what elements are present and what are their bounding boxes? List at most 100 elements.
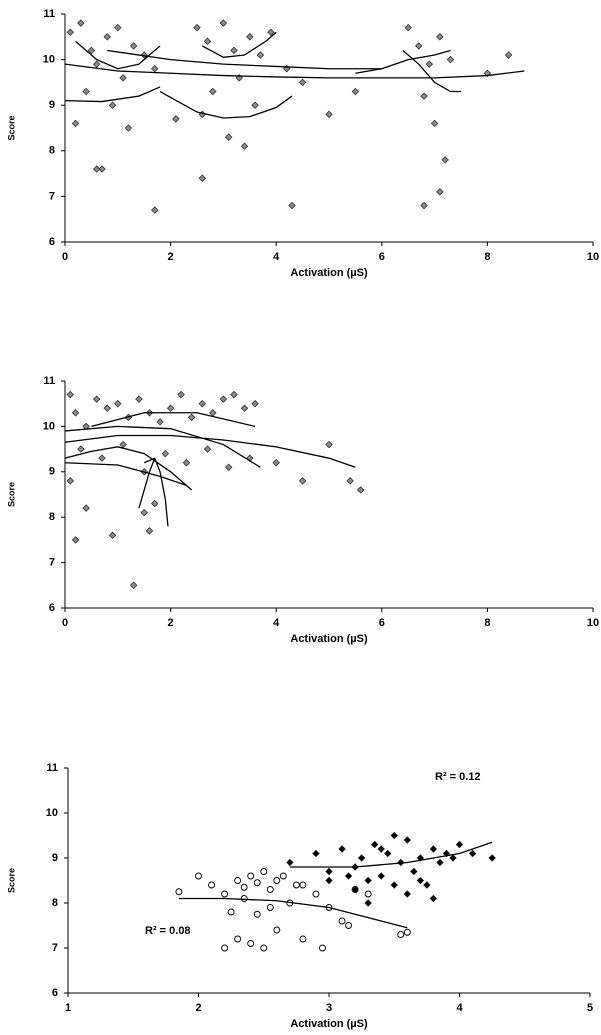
point — [346, 923, 352, 929]
point — [405, 24, 411, 30]
point — [231, 391, 237, 397]
point — [430, 895, 436, 901]
point — [67, 391, 73, 397]
fit-line — [65, 64, 524, 78]
fit-line — [403, 50, 461, 91]
point — [347, 478, 353, 484]
point — [456, 841, 462, 847]
point — [365, 900, 371, 906]
point — [225, 134, 231, 140]
point — [162, 450, 168, 456]
y-tick-label: 10 — [43, 420, 55, 432]
point — [326, 441, 332, 447]
x-tick-label: 4 — [273, 617, 280, 629]
point — [371, 841, 377, 847]
point — [280, 873, 286, 879]
point — [222, 891, 228, 897]
fit-line — [355, 50, 450, 73]
point — [287, 859, 293, 865]
point — [273, 460, 279, 466]
y-tick-label: 8 — [49, 511, 55, 523]
point — [326, 877, 332, 883]
fit-line — [107, 50, 382, 68]
point — [67, 478, 73, 484]
point — [120, 75, 126, 81]
point — [267, 905, 273, 911]
point — [430, 846, 436, 852]
point — [167, 405, 173, 411]
point — [199, 401, 205, 407]
point — [437, 34, 443, 40]
point — [261, 945, 267, 951]
annotation: R² = 0.08 — [145, 925, 191, 937]
point — [231, 47, 237, 53]
point — [228, 909, 234, 915]
fit-line — [91, 413, 255, 427]
y-tick-label: 6 — [52, 987, 58, 999]
x-tick-label: 10 — [587, 251, 599, 263]
point — [437, 859, 443, 865]
x-tick-label: 5 — [587, 1002, 593, 1014]
point — [385, 850, 391, 856]
point — [391, 882, 397, 888]
point — [300, 936, 306, 942]
y-axis-title: Score — [6, 482, 16, 507]
point — [293, 882, 299, 888]
x-tick-label: 6 — [379, 617, 385, 629]
point — [421, 93, 427, 99]
point — [241, 143, 247, 149]
fit-line — [179, 899, 407, 928]
fit-line — [290, 842, 492, 867]
x-tick-label: 2 — [168, 251, 174, 263]
x-axis-title: Activation (µS) — [290, 1018, 368, 1030]
point — [339, 918, 345, 924]
point — [357, 487, 363, 493]
point — [241, 884, 247, 890]
point — [210, 410, 216, 416]
x-tick-label: 2 — [168, 617, 174, 629]
point — [411, 868, 417, 874]
point — [104, 405, 110, 411]
point — [299, 478, 305, 484]
point — [257, 52, 263, 58]
x-tick-label: 0 — [62, 251, 68, 263]
point — [313, 891, 319, 897]
point — [157, 419, 163, 425]
point — [152, 207, 158, 213]
figure: 678910110246810Activation (µS)Score67891… — [0, 0, 601, 1035]
point — [254, 911, 260, 917]
fit-line — [65, 426, 260, 467]
fit-line — [65, 463, 186, 486]
point — [199, 175, 205, 181]
point — [326, 111, 332, 117]
x-tick-label: 10 — [587, 617, 599, 629]
point — [404, 929, 410, 935]
x-tick-label: 4 — [456, 1002, 463, 1014]
point — [176, 889, 182, 895]
point — [204, 38, 210, 44]
point — [104, 34, 110, 40]
point — [125, 125, 131, 131]
point — [130, 43, 136, 49]
point — [130, 582, 136, 588]
point — [248, 873, 254, 879]
y-tick-label: 7 — [52, 942, 58, 954]
point — [93, 166, 99, 172]
point — [489, 855, 495, 861]
y-tick-label: 11 — [46, 762, 58, 774]
point — [313, 850, 319, 856]
fit-line — [65, 87, 160, 102]
point — [241, 405, 247, 411]
point — [209, 882, 215, 888]
x-tick-label: 0 — [62, 617, 68, 629]
y-tick-label: 11 — [43, 8, 55, 20]
point — [189, 414, 195, 420]
point — [289, 202, 295, 208]
x-tick-label: 6 — [379, 251, 385, 263]
point — [196, 873, 202, 879]
point — [299, 79, 305, 85]
y-axis-title: Score — [6, 868, 16, 893]
point — [252, 102, 258, 108]
y-axis-title: Score — [6, 115, 16, 140]
